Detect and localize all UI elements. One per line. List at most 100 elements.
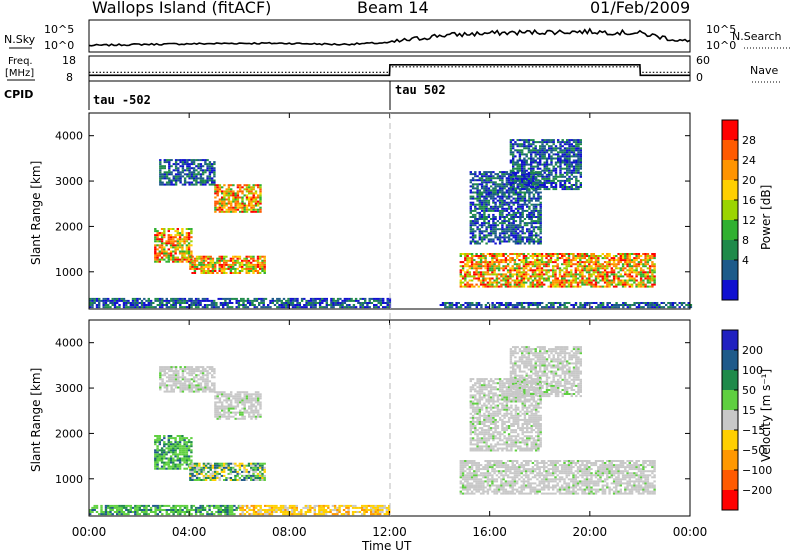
range-gate-cell (552, 255, 555, 257)
range-gate-cell (530, 187, 533, 190)
range-gate-cell (169, 254, 173, 257)
range-gate-cell (552, 253, 555, 255)
range-gate-cell (174, 165, 178, 168)
range-gate-cell (206, 169, 209, 172)
range-gate-cell (536, 263, 539, 266)
range-gate-cell (514, 188, 517, 191)
range-gate-cell (163, 449, 166, 452)
range-gate-cell (507, 236, 511, 239)
range-gate-cell (475, 263, 478, 266)
range-gate-cell (489, 232, 493, 235)
range-gate-cell (502, 267, 505, 270)
range-gate-cell (588, 271, 591, 274)
range-gate-cell (191, 474, 194, 477)
range-gate-cell (234, 263, 237, 266)
range-gate-cell (179, 368, 182, 371)
range-gate-cell (178, 463, 182, 466)
range-gate-cell (225, 411, 228, 414)
range-gate-cell (545, 177, 549, 180)
range-gate-cell (483, 205, 486, 208)
range-gate-cell (525, 263, 528, 266)
range-gate-cell (628, 304, 632, 306)
range-gate-cell (170, 370, 173, 373)
range-gate-cell (242, 299, 245, 302)
range-gate-cell (559, 163, 562, 166)
range-gate-cell (251, 299, 254, 302)
range-gate-cell (199, 181, 203, 184)
range-gate-cell (227, 196, 231, 199)
range-gate-cell (384, 306, 387, 309)
range-gate-cell (603, 265, 607, 268)
range-gate-cell (158, 254, 161, 257)
range-gate-cell (168, 181, 171, 184)
range-gate-cell (501, 228, 504, 231)
range-gate-cell (261, 474, 264, 477)
range-gate-cell (517, 232, 520, 235)
range-gate-cell (252, 196, 255, 199)
range-gate-cell (535, 199, 538, 202)
range-gate-cell (174, 181, 178, 184)
range-gate-cell (521, 230, 524, 233)
range-gate-cell (213, 175, 216, 178)
range-gate-cell (167, 445, 170, 448)
range-gate-cell (526, 213, 529, 216)
range-gate-cell (496, 183, 500, 186)
range-gate-cell (109, 306, 112, 309)
range-gate-cell (498, 201, 502, 204)
range-gate-cell (257, 208, 260, 211)
range-gate-cell (574, 267, 577, 270)
range-gate-cell (532, 161, 535, 164)
range-gate-cell (577, 165, 580, 168)
range-gate-cell (224, 304, 227, 306)
range-gate-cell (680, 302, 684, 304)
range-gate-cell (204, 183, 207, 186)
range-gate-cell (521, 159, 524, 162)
range-gate-cell (527, 263, 530, 266)
range-gate-cell (252, 464, 255, 467)
range-gate-cell (176, 234, 179, 237)
range-gate-cell (517, 238, 520, 241)
range-gate-cell (471, 187, 475, 190)
range-gate-cell (497, 265, 501, 268)
range-gate-cell (211, 163, 214, 166)
range-gate-cell (167, 437, 170, 440)
range-gate-cell (520, 267, 523, 270)
range-gate-cell (563, 261, 566, 264)
range-gate-cell (489, 226, 493, 229)
range-gate-cell (218, 204, 222, 207)
range-gate-cell (154, 465, 157, 468)
range-gate-cell (649, 306, 652, 309)
range-gate-cell (639, 277, 643, 280)
range-gate-cell (520, 283, 523, 286)
range-gate-cell (526, 216, 529, 218)
range-gate-cell (502, 273, 505, 276)
range-gate-cell (510, 195, 513, 198)
range-gate-cell (222, 297, 225, 300)
range-gate-cell (197, 302, 200, 304)
range-gate-cell (498, 232, 502, 235)
range-gate-cell (547, 277, 550, 280)
range-gate-cell (257, 401, 260, 404)
range-gate-cell (214, 479, 217, 481)
range-gate-cell (214, 477, 217, 479)
range-gate-cell (503, 183, 506, 186)
range-gate-cell (165, 256, 168, 259)
range-gate-cell (154, 451, 157, 454)
range-gate-cell (469, 173, 472, 176)
range-gate-cell (194, 299, 198, 302)
range-gate-cell (628, 279, 631, 282)
range-gate-cell (120, 297, 123, 300)
range-gate-cell (536, 188, 540, 191)
range-gate-cell (628, 277, 631, 280)
range-gate-cell (247, 255, 251, 258)
range-gate-cell (174, 370, 178, 373)
nsky-tick-top: 10^5 (44, 23, 74, 36)
range-gate-cell (479, 283, 483, 286)
range-gate-cell (496, 177, 500, 180)
range-gate-cell (531, 261, 535, 264)
range-gate-cell (505, 181, 509, 184)
range-gate-cell (134, 297, 137, 300)
range-gate-cell (243, 208, 246, 211)
range-gate-cell (520, 306, 524, 309)
range-gate-cell (287, 304, 290, 306)
